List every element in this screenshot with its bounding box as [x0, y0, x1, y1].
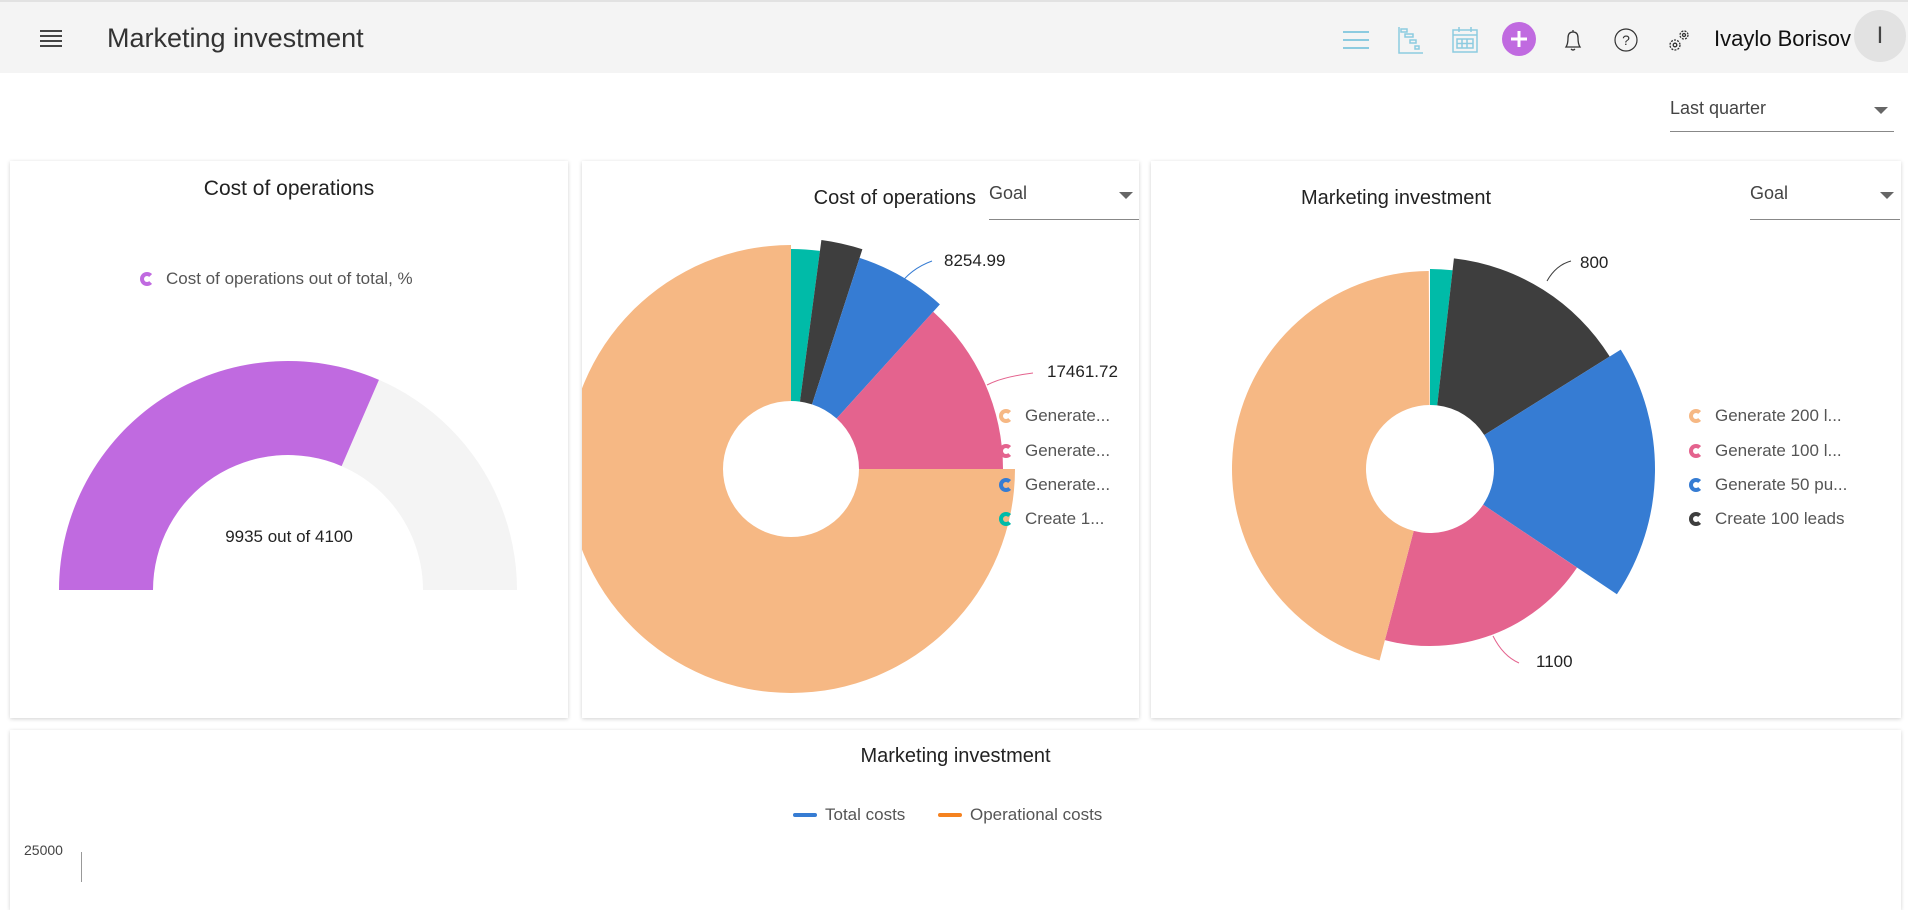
legend-ring-icon [1689, 409, 1703, 423]
legend-ring-icon [999, 444, 1013, 458]
pie-slice [1384, 504, 1578, 646]
gauge-center-text: 9935 out of 4100 [225, 527, 353, 546]
pie-chart [582, 240, 1034, 693]
legend-item[interactable]: Create 100 leads [1689, 509, 1844, 529]
legend-label: Generate 100 l... [1715, 441, 1842, 460]
legend-ring-icon [999, 478, 1013, 492]
legend-item[interactable]: Operational costs [938, 805, 1102, 825]
pie-slice [1232, 271, 1430, 661]
legend-label: Generate... [1025, 441, 1111, 460]
pie-slice [1430, 269, 1453, 406]
card-title: Marketing investment [860, 745, 1051, 767]
legend-item[interactable]: Generate... [999, 406, 1110, 426]
card-title: Cost of operations [813, 187, 976, 209]
chevron-down-icon [1874, 107, 1888, 114]
label-leader-line [986, 372, 1034, 386]
y-tick-label: 25000 [24, 842, 63, 858]
legend-ring-icon [999, 409, 1013, 423]
marketing-investment-card: Marketing investment Goal 800 1100 Gener… [1151, 161, 1901, 718]
legend-label: Operational costs [970, 805, 1103, 824]
avatar[interactable]: I [1854, 10, 1906, 62]
add-icon[interactable] [1502, 22, 1536, 56]
legend-line-icon [938, 813, 962, 817]
data-label: 8254.99 [944, 251, 1006, 270]
goal-select-value: Goal [989, 183, 1028, 203]
label-leader-line [897, 260, 933, 288]
card-title: Cost of operations [203, 177, 375, 200]
legend-item[interactable]: Generate... [999, 441, 1110, 461]
pie-slice [836, 311, 1003, 469]
bell-icon[interactable] [1557, 24, 1589, 56]
user-name[interactable]: Ivaylo Borisov [1714, 26, 1851, 51]
pie-slice [1483, 349, 1655, 595]
pie-slice [582, 245, 1015, 693]
gauge-card: Cost of operations Cost of operations ou… [10, 161, 568, 718]
goal-select-value: Goal [1750, 183, 1789, 203]
legend-label: Create 100 leads [1715, 509, 1845, 528]
svg-text:?: ? [1622, 32, 1630, 48]
period-select[interactable]: Last quarter [1670, 98, 1894, 132]
legend-label: Create 1... [1025, 509, 1105, 528]
data-label: 1100 [1536, 652, 1573, 671]
card-title: Marketing investment [1301, 187, 1492, 209]
legend-label: Generate... [1025, 475, 1111, 494]
data-label: 17461.72 [1047, 362, 1118, 381]
goal-select[interactable]: Goal [1750, 183, 1900, 220]
legend-label: Cost of operations out of total, % [166, 269, 413, 288]
pie-slice [799, 240, 863, 405]
line-chart-card: Marketing investment Total costs Operati… [10, 730, 1901, 910]
legend-line-icon [793, 813, 817, 817]
gauge-fill [59, 361, 379, 590]
label-leader-line [1546, 260, 1572, 282]
settings-icon[interactable] [1664, 24, 1696, 56]
pie-slice [791, 249, 820, 402]
help-icon[interactable]: ? [1610, 24, 1642, 56]
legend-item[interactable]: Create 1... [999, 509, 1104, 529]
legend-label: Generate... [1025, 406, 1111, 425]
data-label: 800 [1580, 253, 1609, 272]
legend-label: Total costs [825, 805, 906, 824]
legend-ring-icon [999, 512, 1013, 526]
legend-ring-icon [1689, 512, 1703, 526]
legend-ring-icon [1689, 478, 1703, 492]
legend-item[interactable]: Total costs [793, 805, 905, 825]
menu-icon[interactable] [40, 30, 62, 47]
cost-of-operations-card: Cost of operations Goal 8254.99 17461.72… [582, 161, 1139, 718]
legend-label: Generate 200 l... [1715, 406, 1842, 425]
legend-item[interactable]: Generate 100 l... [1689, 441, 1842, 461]
list-view-icon[interactable] [1340, 24, 1372, 56]
gauge-chart [59, 361, 517, 590]
pie-chart [1232, 258, 1655, 664]
gantt-icon[interactable] [1394, 24, 1426, 56]
legend-item[interactable]: Generate 200 l... [1689, 406, 1842, 426]
pie-slice [812, 257, 940, 419]
label-leader-line [1492, 635, 1520, 664]
legend-ring-icon [1689, 444, 1703, 458]
goal-select[interactable]: Goal [989, 183, 1139, 220]
chevron-down-icon [1119, 192, 1133, 199]
calendar-icon[interactable] [1449, 24, 1481, 56]
legend-label: Generate 50 pu... [1715, 475, 1848, 494]
chevron-down-icon [1880, 192, 1894, 199]
page-title: Marketing investment [107, 23, 364, 53]
app-header: Marketing investment ? Ivaylo Borisov I [0, 0, 1908, 73]
legend-item[interactable]: Cost of operations out of total, % [140, 269, 413, 289]
legend-ring-icon [140, 272, 154, 286]
legend-item[interactable]: Generate... [999, 475, 1110, 495]
y-axis [81, 852, 82, 882]
legend-item[interactable]: Generate 50 pu... [1689, 475, 1847, 495]
pie-slice [1437, 258, 1610, 436]
period-select-value: Last quarter [1670, 98, 1767, 118]
